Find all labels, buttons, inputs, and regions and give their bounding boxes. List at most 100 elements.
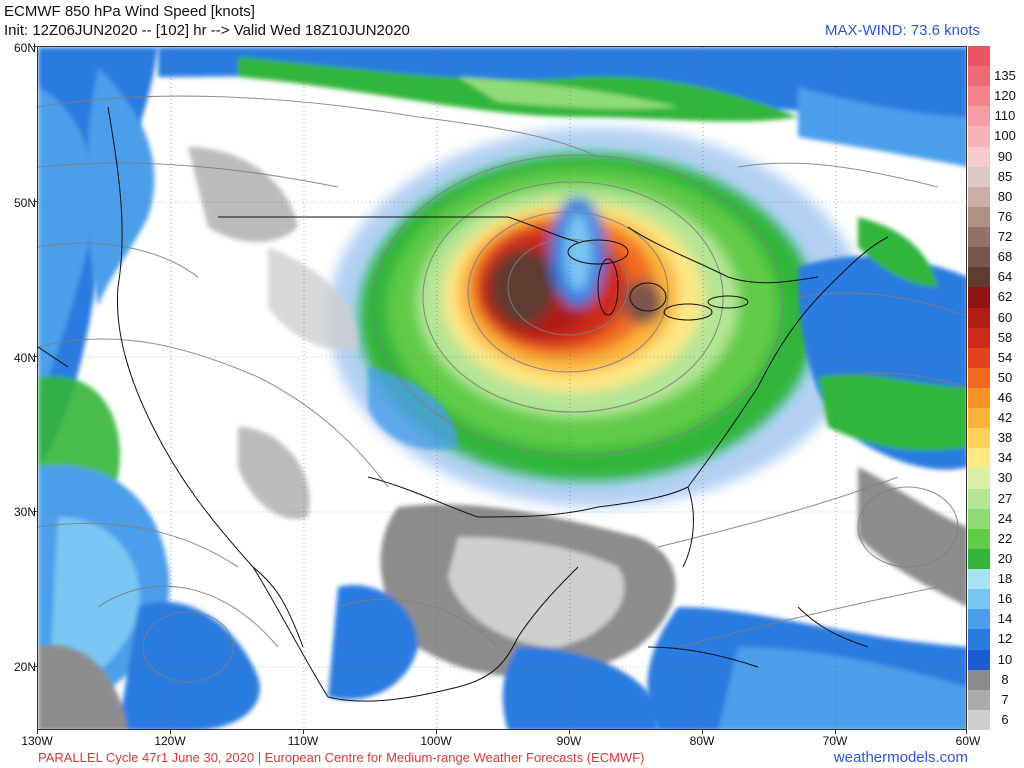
colorbar-level: 135 xyxy=(968,66,1020,87)
colorbar-label: 76 xyxy=(997,208,1013,224)
colorbar-label: 72 xyxy=(997,229,1013,245)
gulf-wind-field xyxy=(328,504,676,729)
colorbar-level: 62 xyxy=(968,287,1020,308)
colorbar-label: 22 xyxy=(997,530,1013,546)
colorbar-swatch xyxy=(968,106,990,127)
colorbar-level: 90 xyxy=(968,146,1020,167)
colorbar-level: 7 xyxy=(968,689,1020,710)
colorbar-swatch xyxy=(968,508,990,529)
colorbar-label: 16 xyxy=(997,591,1013,607)
colorbar-label: 46 xyxy=(997,390,1013,405)
colorbar-label: 135 xyxy=(994,68,1016,84)
colorbar-level: 120 xyxy=(968,86,1020,107)
colorbar-level: 54 xyxy=(968,347,1020,368)
colorbar-level: 110 xyxy=(968,106,1020,127)
lon-label-70w: 70W xyxy=(822,734,848,748)
colorbar-label: 20 xyxy=(997,550,1013,566)
colorbar-swatch xyxy=(968,488,990,509)
colorbar-label: 110 xyxy=(994,108,1016,124)
lat-tick xyxy=(33,666,37,667)
footer-site: weathermodels.com xyxy=(833,749,968,766)
colorbar-swatch xyxy=(968,709,990,730)
colorbar-level: 34 xyxy=(968,448,1020,469)
colorbar-level: 42 xyxy=(968,408,1020,429)
colorbar-swatch xyxy=(968,367,990,388)
colorbar-level: 58 xyxy=(968,327,1020,348)
colorbar-level: 72 xyxy=(968,227,1020,248)
colorbar-swatch xyxy=(968,629,990,650)
lat-tick xyxy=(33,511,37,512)
colorbar-level: 80 xyxy=(968,186,1020,207)
wind-speed-colorbar: 135 120 110 100 90 85 80 76 72 68 64 62 60 58 54 50 46 42… xyxy=(968,46,1020,730)
lon-label-80w: 80W xyxy=(689,734,715,748)
lat-label-30n: 30N xyxy=(13,505,36,519)
northern-jet-band xyxy=(86,47,966,307)
colorbar-label: 10 xyxy=(997,651,1013,667)
colorbar-label: 50 xyxy=(997,369,1013,385)
lon-tick xyxy=(966,730,967,734)
colorbar-label: 120 xyxy=(994,88,1016,104)
lat-tick xyxy=(33,46,37,47)
wind-field-canvas xyxy=(38,47,966,729)
wind-speed-map xyxy=(37,46,967,730)
atlantic-wind-field xyxy=(647,217,966,729)
lon-tick xyxy=(37,730,38,734)
lat-label-60n: 60N xyxy=(13,41,36,55)
colorbar-swatch xyxy=(968,186,990,207)
lat-label-50n: 50N xyxy=(13,196,36,210)
colorbar-swatch xyxy=(968,287,990,308)
colorbar-label: 60 xyxy=(997,309,1013,325)
colorbar-swatch xyxy=(968,327,990,348)
colorbar-label: 27 xyxy=(997,490,1013,506)
colorbar-swatch xyxy=(968,46,990,67)
colorbar-swatch xyxy=(968,408,990,429)
lon-tick xyxy=(835,730,836,734)
colorbar-swatch xyxy=(968,448,990,469)
lon-label-110w: 110W xyxy=(287,734,319,748)
lon-label-100w: 100W xyxy=(420,734,452,748)
colorbar-level: 76 xyxy=(968,206,1020,228)
coastlines-and-borders xyxy=(38,106,889,702)
colorbar-swatch xyxy=(968,307,990,328)
colorbar-level: 20 xyxy=(968,548,1020,570)
lon-label-120w: 120W xyxy=(154,734,186,748)
colorbar-label: 42 xyxy=(997,410,1013,426)
colorbar-swatch xyxy=(968,86,990,107)
lat-tick xyxy=(33,201,37,202)
lon-tick xyxy=(170,730,171,734)
colorbar-label: 38 xyxy=(997,430,1013,446)
colorbar-level: 68 xyxy=(968,247,1020,268)
colorbar-level: 12 xyxy=(968,629,1020,650)
colorbar-label: 7 xyxy=(1001,691,1009,707)
colorbar-label: 58 xyxy=(997,329,1013,345)
lat-label-20n: 20N xyxy=(13,660,36,674)
colorbar-swatch xyxy=(968,227,990,248)
colorbar-swatch xyxy=(968,569,990,590)
colorbar-level: 8 xyxy=(968,669,1020,690)
colorbar-level: 38 xyxy=(968,428,1020,449)
lon-tick xyxy=(569,730,570,734)
colorbar-level: 85 xyxy=(968,166,1020,187)
colorbar-level: 50 xyxy=(968,367,1020,388)
lon-label-130w: 130W xyxy=(21,734,53,748)
colorbar-swatch xyxy=(968,247,990,268)
colorbar-level: 46 xyxy=(968,388,1020,409)
colorbar-swatch xyxy=(968,548,990,570)
colorbar-swatch xyxy=(968,146,990,167)
colorbar-swatch xyxy=(968,267,990,288)
colorbar-label: 90 xyxy=(997,148,1013,164)
colorbar-level: 16 xyxy=(968,589,1020,610)
colorbar-label: 80 xyxy=(997,188,1013,204)
colorbar-swatch xyxy=(968,206,990,228)
chart-title: ECMWF 850 hPa Wind Speed [knots] xyxy=(4,3,255,20)
colorbar-label: 85 xyxy=(997,168,1013,184)
colorbar-label: 6 xyxy=(1001,711,1009,727)
colorbar-label: 30 xyxy=(997,470,1013,486)
colorbar-swatch xyxy=(968,428,990,449)
colorbar-swatch xyxy=(968,669,990,690)
colorbar-label: 14 xyxy=(997,611,1013,627)
colorbar-label: 18 xyxy=(997,571,1013,587)
colorbar-label: 34 xyxy=(997,450,1013,466)
init-valid-line: Init: 12Z06JUN2020 -- [102] hr --> Valid… xyxy=(4,22,410,39)
colorbar-label: 12 xyxy=(997,631,1013,647)
